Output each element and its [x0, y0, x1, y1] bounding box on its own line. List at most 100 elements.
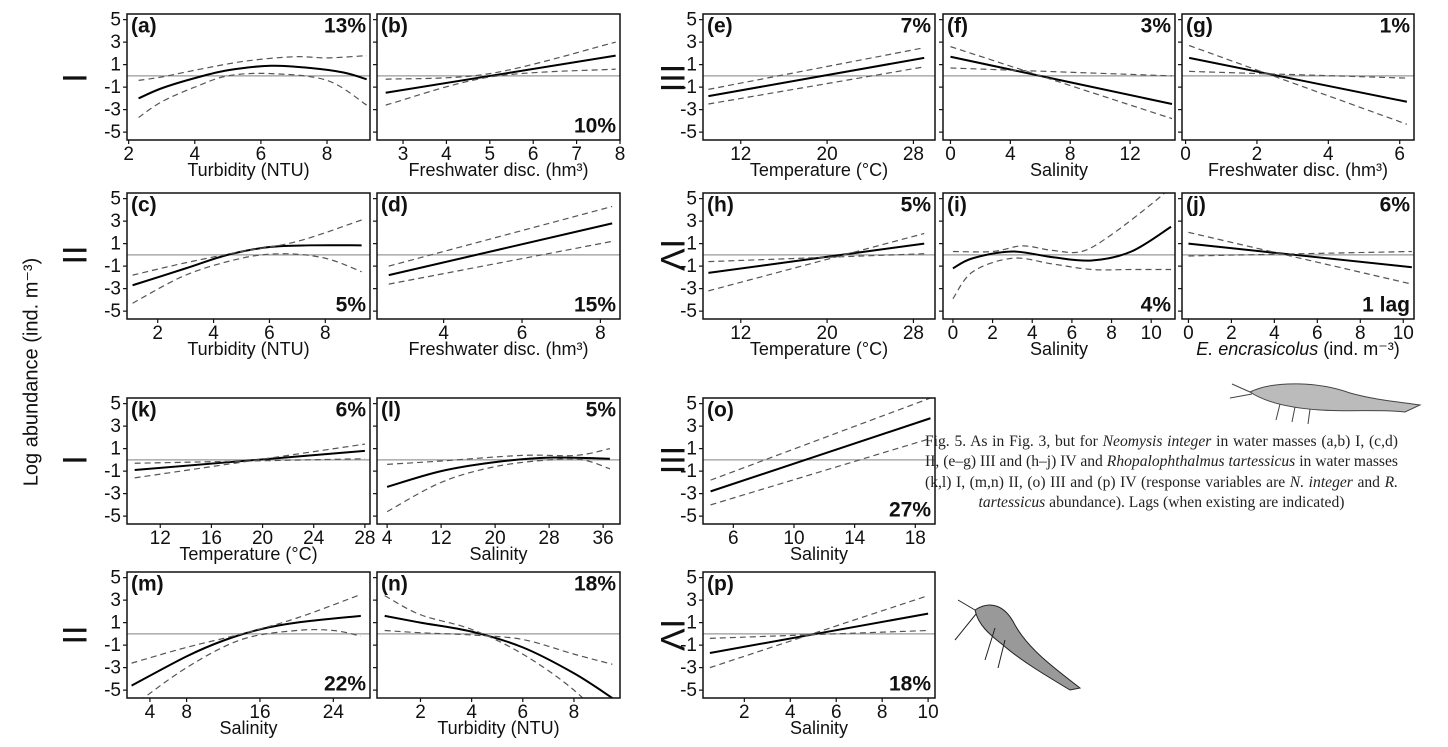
x-axis-label: Turbidity (NTU) — [187, 160, 309, 180]
plot-frame — [376, 571, 621, 699]
y-tick-label: 3 — [110, 32, 121, 53]
y-tick-label: -1 — [104, 256, 121, 277]
fit-line — [1188, 231, 1412, 285]
x-tick-label: 28 — [903, 323, 924, 344]
x-tick-label: 2 — [1226, 323, 1237, 344]
caption-text: in water masses (a,b) I, (c,d) II, (e–g)… — [925, 433, 1398, 471]
corner-note: 7% — [901, 15, 932, 38]
row-label: II — [55, 246, 93, 265]
x-tick-label: 8 — [877, 702, 888, 723]
plot-frame — [1181, 13, 1415, 141]
x-tick-label: 4 — [145, 702, 156, 723]
y-tick-label: 1 — [110, 55, 121, 76]
plot-frame — [376, 13, 621, 141]
x-tick-label: 8 — [569, 702, 580, 723]
x-tick-label: 4 — [441, 144, 452, 165]
x-tick-label: 28 — [354, 528, 375, 549]
panel-label: (o) — [707, 399, 734, 422]
x-tick-label: 4 — [1005, 144, 1016, 165]
fit-line — [1189, 70, 1407, 79]
panel-label: (h) — [707, 194, 734, 217]
x-tick-label: 24 — [323, 702, 345, 723]
fit-line — [388, 240, 613, 285]
x-tick-label: 4 — [382, 528, 393, 549]
x-tick-label: 4 — [189, 144, 200, 165]
row-label: III — [653, 64, 691, 92]
plot-frame — [126, 13, 371, 141]
x-tick-label: 8 — [1065, 144, 1076, 165]
x-tick-label: 28 — [903, 144, 924, 165]
x-tick-label: 6 — [831, 702, 842, 723]
x-tick-label: 0 — [948, 323, 959, 344]
fit-line — [384, 614, 613, 698]
corner-note: 6% — [336, 399, 367, 422]
y-tick-label: 1 — [110, 439, 121, 460]
y-tick-label: 1 — [686, 55, 697, 76]
x-tick-label: 16 — [201, 528, 222, 549]
x-tick-label: 5 — [485, 144, 496, 165]
x-tick-label: 4 — [785, 702, 796, 723]
x-tick-label: 8 — [181, 702, 192, 723]
x-axis-label: Freshwater disc. (hm³) — [408, 160, 588, 180]
plot-frame — [1181, 192, 1415, 320]
x-tick-label: 12 — [730, 323, 751, 344]
corner-note: 18% — [889, 673, 931, 696]
y-tick-label: -3 — [104, 484, 121, 505]
fit-line — [388, 222, 613, 277]
fit-line — [708, 47, 925, 90]
x-axis-label: Salinity — [1030, 339, 1088, 359]
plot-frame — [942, 13, 1176, 141]
fit-line — [138, 64, 367, 100]
fit-line — [384, 595, 584, 698]
panel-label: (c) — [131, 194, 157, 217]
fit-line — [708, 242, 925, 274]
row-label: IV — [653, 239, 691, 271]
y-tick-label: -5 — [680, 680, 697, 701]
panel: 2 4 6 8 (n) 18% Turbidity (NTU) — [373, 571, 621, 738]
panel: 3 4 5 6 7 8 (b) 10% Freshwater disc. (hm³) — [373, 13, 626, 180]
caption-text: abundance). Lags (when existing are indi… — [1045, 494, 1345, 512]
x-tick-label: 4 — [438, 323, 449, 344]
x-tick-label: 2 — [739, 702, 750, 723]
y-tick-label: -3 — [680, 658, 697, 679]
x-tick-label: 20 — [252, 528, 273, 549]
fit-line — [708, 232, 925, 292]
x-tick-label: 0 — [945, 144, 956, 165]
fit-line — [132, 219, 362, 276]
x-tick-label: 2 — [1252, 144, 1263, 165]
x-tick-label: 12 — [730, 144, 751, 165]
fit-line — [131, 614, 361, 687]
corner-note: 10% — [574, 115, 616, 138]
y-tick-label: -5 — [680, 301, 697, 322]
x-tick-label: 6 — [728, 528, 739, 549]
panel-label: (i) — [947, 194, 967, 217]
x-axis-label-part: E. encrasicolus — [1196, 339, 1318, 359]
x-tick-label: 28 — [539, 528, 560, 549]
figure-caption: Fig. 5. As in Fig. 3, but for Neomysis i… — [925, 432, 1398, 514]
x-axis-label: Salinity — [1030, 160, 1088, 180]
y-tick-label: -3 — [680, 484, 697, 505]
y-tick-label: 5 — [686, 189, 697, 210]
corner-note: 13% — [324, 15, 366, 38]
panel-label: (e) — [707, 15, 733, 38]
x-tick-label: 7 — [571, 144, 582, 165]
corner-note: 18% — [574, 573, 616, 596]
y-tick-label: 1 — [110, 613, 121, 634]
x-tick-label: 20 — [817, 144, 838, 165]
x-tick-label: 4 — [1323, 144, 1334, 165]
y-tick-label: -5 — [104, 506, 121, 527]
fit-line — [710, 437, 931, 506]
y-tick-label: 5 — [686, 10, 697, 31]
fit-line — [952, 225, 1172, 270]
x-tick-label: 8 — [615, 144, 626, 165]
x-tick-label: 6 — [256, 144, 267, 165]
y-tick-label: -3 — [104, 100, 121, 121]
fit-line — [1188, 250, 1412, 257]
x-axis-label: Turbidity (NTU) — [187, 339, 309, 359]
plot-frame — [942, 192, 1176, 320]
fit-line — [950, 55, 1173, 105]
plot-frame — [376, 397, 621, 525]
